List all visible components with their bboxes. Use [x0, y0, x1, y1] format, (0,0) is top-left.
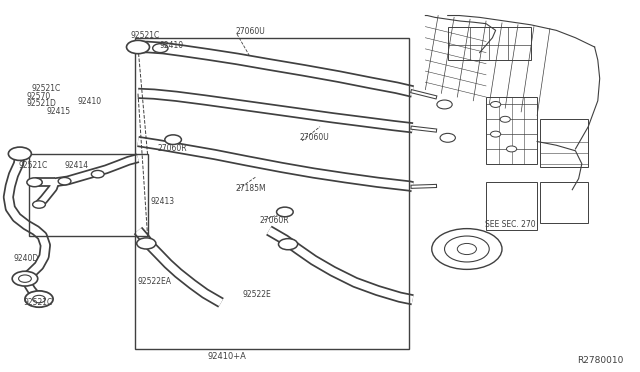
Circle shape: [58, 177, 71, 185]
Text: 92410: 92410: [77, 97, 102, 106]
Circle shape: [276, 207, 293, 217]
Circle shape: [506, 146, 516, 152]
Text: 27060R: 27060R: [260, 216, 289, 225]
Bar: [135, 38, 410, 349]
Text: 9240D: 9240D: [13, 254, 38, 263]
Circle shape: [33, 295, 45, 303]
Text: 27060U: 27060U: [300, 133, 330, 142]
Circle shape: [440, 134, 456, 142]
Bar: [29, 154, 148, 236]
Bar: [486, 182, 537, 231]
Circle shape: [8, 147, 31, 160]
Circle shape: [458, 243, 476, 254]
Circle shape: [19, 275, 31, 282]
Bar: [540, 119, 588, 167]
Text: 92521D: 92521D: [26, 99, 56, 108]
Circle shape: [92, 170, 104, 178]
Text: R2780010: R2780010: [577, 356, 623, 365]
Text: 92521C: 92521C: [131, 31, 159, 41]
Bar: [486, 97, 537, 164]
Text: 92410: 92410: [159, 41, 183, 51]
Text: 27060U: 27060U: [236, 27, 266, 36]
Circle shape: [137, 238, 156, 249]
Circle shape: [153, 44, 168, 52]
Circle shape: [25, 291, 53, 307]
Circle shape: [12, 271, 38, 286]
Bar: [448, 27, 531, 60]
Text: 92521C: 92521C: [31, 84, 61, 93]
Circle shape: [490, 102, 500, 108]
Circle shape: [27, 178, 42, 187]
Circle shape: [490, 131, 500, 137]
Text: 92415: 92415: [47, 108, 71, 116]
Circle shape: [500, 116, 510, 122]
Circle shape: [127, 40, 150, 54]
Text: 92522E: 92522E: [242, 290, 271, 299]
Text: SEE SEC. 270: SEE SEC. 270: [484, 221, 536, 230]
Circle shape: [445, 236, 489, 262]
Circle shape: [33, 201, 45, 208]
Text: 92522EA: 92522EA: [138, 277, 172, 286]
Text: 92413: 92413: [151, 197, 175, 206]
Text: 92414: 92414: [65, 161, 89, 170]
Circle shape: [437, 100, 452, 109]
Circle shape: [432, 229, 502, 269]
Text: 27185M: 27185M: [236, 184, 266, 193]
Text: 92410+A: 92410+A: [208, 352, 247, 361]
Text: 27060R: 27060R: [158, 144, 188, 153]
Bar: [540, 182, 588, 223]
Text: 92521C: 92521C: [19, 161, 48, 170]
Text: 92521C: 92521C: [23, 298, 52, 307]
Circle shape: [278, 238, 298, 250]
Text: 92570: 92570: [26, 92, 51, 101]
Circle shape: [165, 135, 181, 144]
